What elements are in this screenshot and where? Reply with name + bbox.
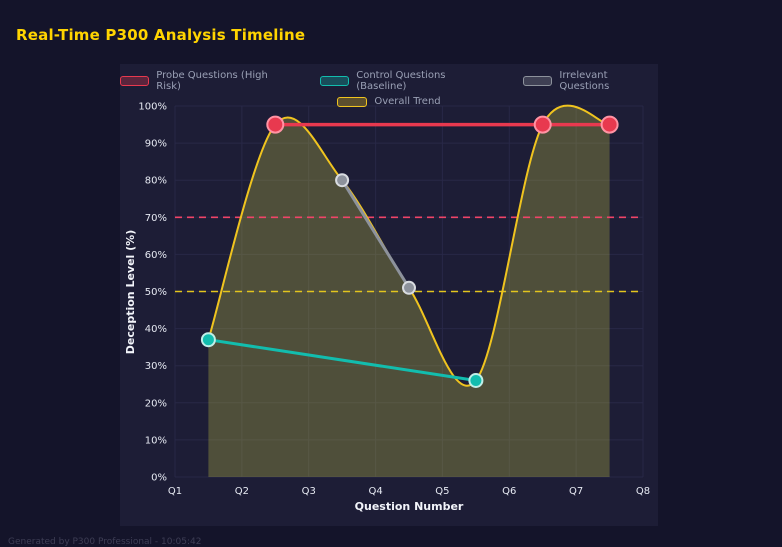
y-tick-label: 10% — [145, 435, 167, 446]
y-tick-label: 50% — [145, 287, 167, 298]
x-tick-label: Q2 — [235, 486, 249, 497]
y-tick-label: 40% — [145, 324, 167, 335]
legend-label-irrelevant: Irrelevant Questions — [559, 70, 610, 92]
y-tick-label: 70% — [145, 213, 167, 224]
x-tick-label: Q4 — [368, 486, 382, 497]
legend-item-probe[interactable]: Probe Questions (High Risk) — [120, 70, 292, 92]
y-tick-label: 100% — [138, 102, 167, 113]
legend-item-irrelevant[interactable]: Irrelevant Questions — [523, 70, 658, 92]
x-tick-label: Q7 — [569, 486, 583, 497]
series-marker-1[interactable] — [468, 373, 484, 388]
control-swatch — [319, 76, 350, 86]
chart-legend: Probe Questions (High Risk) Control Ques… — [120, 70, 658, 107]
y-tick-label: 90% — [145, 139, 167, 150]
x-axis-title: Question Number — [355, 500, 464, 513]
legend-label-trend: Overall Trend — [374, 96, 441, 107]
page-title: Real-Time P300 Analysis Timeline — [16, 26, 306, 44]
series-marker-2[interactable] — [335, 173, 350, 188]
series-marker-0[interactable] — [533, 115, 552, 134]
series-marker-0[interactable] — [600, 115, 619, 134]
legend-row-2: Overall Trend — [337, 96, 441, 107]
x-tick-label: Q5 — [435, 486, 449, 497]
y-tick-label: 20% — [145, 398, 167, 409]
y-tick-label: 30% — [145, 361, 167, 372]
irrelevant-swatch — [523, 76, 553, 86]
chart-svg: Q1 Q2 Q3 Q4 Q5 Q6 Q7 Q8 0% 10% 20% 30% 40% 50% 60% 70% 8… — [124, 102, 650, 514]
y-axis-title: Deception Level (%) — [124, 230, 137, 354]
y-tick-label: 60% — [145, 250, 167, 261]
legend-item-trend[interactable]: Overall Trend — [337, 96, 441, 107]
series-marker-1[interactable] — [200, 332, 216, 348]
series-marker-0[interactable] — [266, 115, 285, 134]
legend-row-1: Probe Questions (High Risk) Control Ques… — [120, 70, 658, 92]
footer-text: Generated by P300 Professional - 10:05:4… — [8, 537, 202, 547]
y-tick-label: 80% — [145, 176, 167, 187]
series-line-1 — [206, 338, 478, 382]
x-tick-label: Q3 — [302, 486, 316, 497]
legend-item-control[interactable]: Control Questions (Baseline) — [319, 70, 495, 92]
trend-swatch — [337, 96, 368, 107]
x-tick-label: Q1 — [168, 486, 182, 497]
y-tick-label: 0% — [151, 473, 167, 484]
x-tick-label: Q6 — [502, 486, 516, 497]
series-marker-2[interactable] — [402, 280, 416, 295]
legend-label-probe: Probe Questions (High Risk) — [156, 70, 268, 92]
probe-swatch — [120, 76, 150, 86]
x-tick-label: Q8 — [636, 486, 650, 497]
chart-panel: Probe Questions (High Risk) Control Ques… — [120, 64, 658, 526]
legend-label-control: Control Questions (Baseline) — [356, 70, 446, 92]
series-line-2 — [340, 178, 411, 290]
